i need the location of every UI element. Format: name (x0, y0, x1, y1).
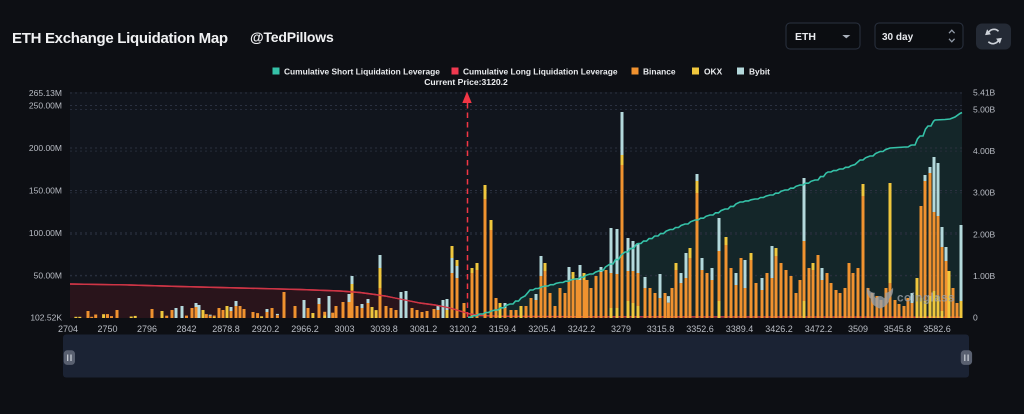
svg-text:100.00M: 100.00M (29, 228, 62, 238)
svg-text:3509: 3509 (848, 324, 868, 334)
svg-text:3003: 3003 (334, 324, 354, 334)
svg-text:3242.2: 3242.2 (568, 324, 596, 334)
svg-text:Bybit: Bybit (749, 67, 770, 77)
svg-text:Current Price:3120.2: Current Price:3120.2 (424, 77, 508, 87)
svg-text:2966.2: 2966.2 (291, 324, 319, 334)
svg-text:200.00M: 200.00M (29, 143, 62, 153)
svg-text:@TedPillows: @TedPillows (250, 29, 334, 45)
svg-text:0: 0 (973, 313, 978, 323)
svg-text:5.00B: 5.00B (973, 105, 996, 115)
svg-text:3159.4: 3159.4 (489, 324, 517, 334)
svg-text:2920.2: 2920.2 (252, 324, 280, 334)
svg-text:4.00B: 4.00B (973, 146, 996, 156)
svg-text:1.00B: 1.00B (973, 271, 996, 281)
svg-text:2704: 2704 (58, 324, 78, 334)
svg-text:2842: 2842 (176, 324, 196, 334)
svg-text:2878.8: 2878.8 (212, 324, 240, 334)
svg-text:ETH: ETH (795, 31, 816, 43)
svg-text:3039.8: 3039.8 (370, 324, 398, 334)
svg-text:2796: 2796 (137, 324, 157, 334)
svg-text:Cumulative Short Liquidation L: Cumulative Short Liquidation Leverage (284, 67, 440, 77)
svg-text:3205.4: 3205.4 (528, 324, 556, 334)
svg-text:3545.8: 3545.8 (884, 324, 912, 334)
svg-text:30 day: 30 day (882, 32, 914, 43)
svg-text:coinglass: coinglass (897, 291, 955, 305)
svg-text:3426.2: 3426.2 (765, 324, 793, 334)
svg-text:265.13M: 265.13M (29, 88, 62, 98)
svg-text:3.00B: 3.00B (973, 188, 996, 198)
svg-text:3120.2: 3120.2 (449, 324, 477, 334)
svg-text:2750: 2750 (97, 324, 117, 334)
svg-text:102.52K: 102.52K (30, 313, 62, 323)
svg-text:OKX: OKX (704, 67, 723, 77)
svg-text:3472.2: 3472.2 (805, 324, 833, 334)
svg-text:3081.2: 3081.2 (410, 324, 438, 334)
svg-text:150.00M: 150.00M (29, 186, 62, 196)
svg-text:2.00B: 2.00B (973, 229, 996, 239)
svg-text:3582.6: 3582.6 (923, 324, 951, 334)
svg-text:3389.4: 3389.4 (726, 324, 754, 334)
svg-text:250.00M: 250.00M (29, 101, 62, 111)
svg-text:50.00M: 50.00M (34, 270, 62, 280)
svg-text:3352.6: 3352.6 (686, 324, 714, 334)
svg-text:5.41B: 5.41B (973, 88, 996, 98)
svg-text:3315.8: 3315.8 (647, 324, 675, 334)
svg-text:Cumulative Long Liquidation Le: Cumulative Long Liquidation Leverage (463, 67, 618, 77)
svg-text:Binance: Binance (643, 67, 676, 77)
svg-text:3279: 3279 (611, 324, 631, 334)
svg-text:ETH Exchange Liquidation Map: ETH Exchange Liquidation Map (12, 30, 228, 47)
